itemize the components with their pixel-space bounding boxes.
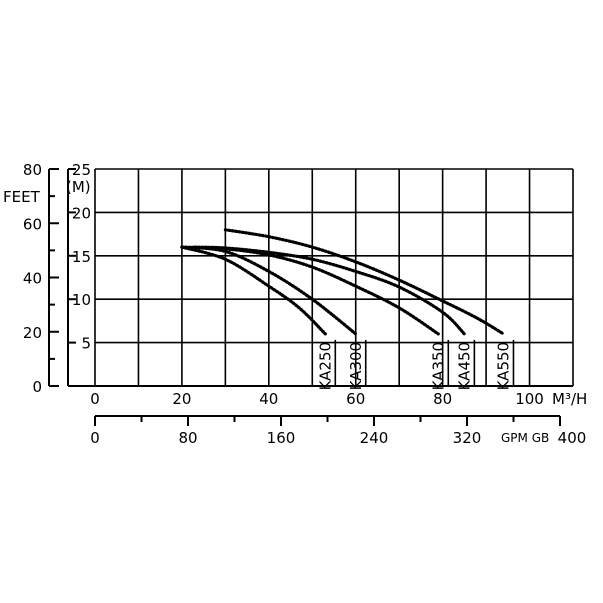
x-primary-unit: M³/H: [552, 390, 587, 408]
x-secondary-tick-label: 320: [453, 429, 482, 447]
performance-curves: [180, 228, 506, 336]
y-inner-tick-label: 5: [81, 335, 91, 353]
x-secondary-tick-label: 240: [360, 429, 389, 447]
x-secondary-unit: GPM GB: [501, 431, 549, 445]
x-primary-tick-label: 40: [259, 390, 278, 408]
y-left-tick-label: 60: [23, 215, 42, 233]
series-labels: KA250 KA300 KA350 KA450 KA550: [317, 339, 515, 390]
x-primary-tick-label: 80: [433, 390, 452, 408]
y-inner-axis-label: (M): [66, 178, 91, 196]
y-inner-tick-labels: 5 10 15 20 25: [72, 161, 91, 353]
curve-ka550-texture: [223, 228, 506, 336]
series-label-ka550: KA550: [495, 342, 513, 390]
x-secondary-tick-label: 160: [267, 429, 296, 447]
x-primary-tick-label: 0: [90, 390, 100, 408]
y-left-tick-label: 40: [23, 270, 42, 288]
series-label-ka300: KA300: [347, 342, 365, 390]
x-secondary-tick-label: 80: [178, 429, 197, 447]
x-primary-tick-label: 20: [172, 390, 191, 408]
y-left-tick-label: 20: [23, 324, 42, 342]
y-inner-tick-label: 20: [72, 204, 91, 222]
x-primary-tick-label: 100: [515, 390, 544, 408]
curve-ka250: [181, 246, 327, 335]
chart-grid: [94, 168, 574, 386]
series-label-ka450: KA450: [456, 342, 474, 390]
curve-ka250-texture: [180, 245, 327, 336]
y-left-axis-label: FEET: [3, 188, 41, 206]
y-left-tick-label: 80: [23, 161, 42, 179]
series-label-ka250: KA250: [317, 342, 335, 390]
x-primary-tick-label: 60: [346, 390, 365, 408]
curve-ka550: [225, 228, 505, 335]
x-secondary-tick-labels: 0 80 160 240 320 400: [90, 429, 586, 447]
y-left-tick-label: 0: [32, 378, 42, 396]
chart-axes: [48, 168, 573, 426]
y-left-tick-labels: 0 20 40 60 80: [23, 161, 42, 396]
series-label-ka350: KA350: [429, 342, 447, 390]
x-primary-tick-labels: 0 20 40 60 80 100: [90, 390, 544, 408]
y-inner-tick-label: 10: [72, 291, 91, 309]
y-inner-tick-label: 25: [72, 161, 91, 179]
x-secondary-tick-label: 400: [558, 429, 587, 447]
curve-ka450-texture: [193, 245, 466, 336]
y-inner-tick-label: 15: [72, 248, 91, 266]
x-secondary-tick-label: 0: [90, 429, 100, 447]
